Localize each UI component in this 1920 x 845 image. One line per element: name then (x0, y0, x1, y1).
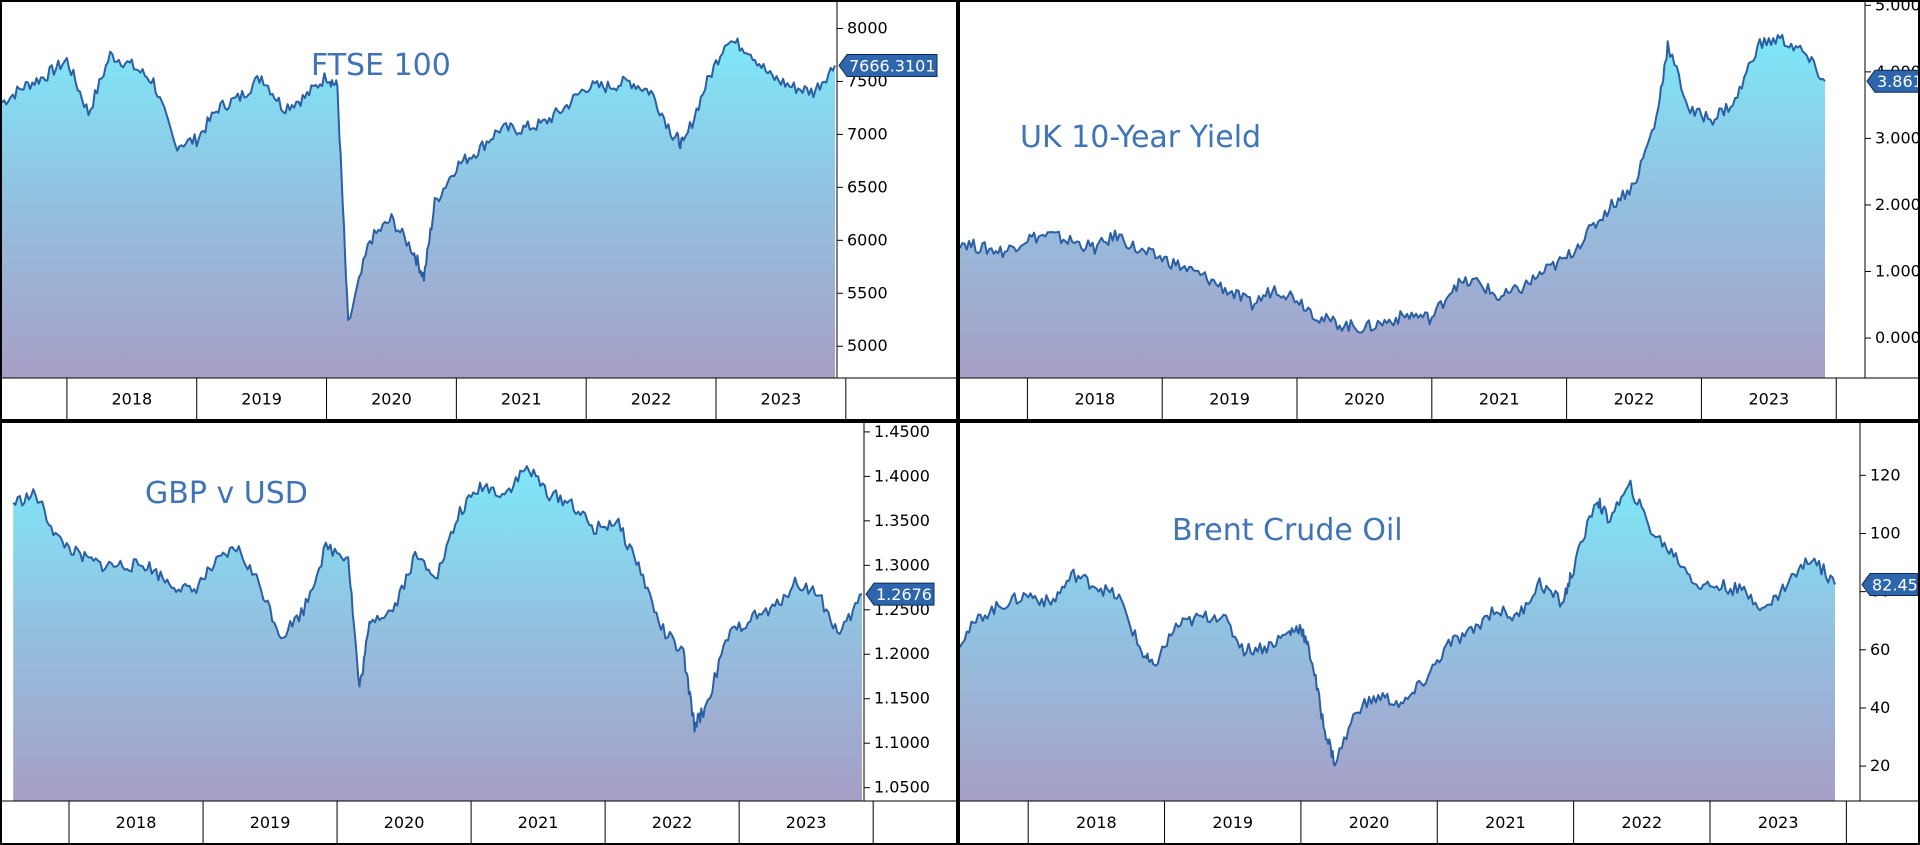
gbp-usd-chart-title: GBP v USD (145, 476, 308, 511)
brent-y-tick-label: 40 (1870, 698, 1890, 717)
uk-yield-x-tick-label: 2019 (1209, 390, 1250, 409)
uk-yield-y-tick-label: 1.000 (1875, 262, 1918, 281)
ftse-x-tick-label: 2022 (631, 390, 672, 409)
uk-yield-area-fill (960, 34, 1825, 379)
brent-y-tick-label: 120 (1870, 465, 1901, 484)
uk-yield-chart-title: UK 10-Year Yield (1020, 120, 1262, 155)
gbp-usd-series-line (12, 465, 863, 733)
brent-x-tick-label: 2019 (1212, 813, 1253, 832)
uk-yield-series-line (960, 33, 1826, 334)
ftse-x-tick-label: 2023 (761, 390, 802, 409)
gbp-usd-chart-panel: 1.0500 1.1000 1.1500 1.2000 1.2500 1.3000 1.35… (2, 423, 956, 843)
ftse-chart-panel: 5000 5500 6000 6500 7000 7500 8000 2018 2019 202… (2, 2, 956, 419)
gbp-usd-x-tick-label: 2018 (116, 813, 157, 832)
gbp-usd-x-tick-label: 2022 (652, 813, 693, 832)
gbp-usd-area-fill (13, 466, 862, 801)
gbp-usd-y-tick-label: 1.4000 (874, 466, 930, 485)
brent-x-tick-label: 2021 (1485, 813, 1526, 832)
gbp-usd-x-tick-label: 2023 (786, 813, 827, 832)
brent-x-tick-label: 2023 (1758, 813, 1799, 832)
uk-yield-y-tick-label: 5.000 (1875, 2, 1918, 14)
brent-chart-panel: 20406080100120 201820192020202120222023 … (960, 423, 1918, 843)
gbp-usd-x-tick-label: 2019 (250, 813, 291, 832)
gbp-usd-y-tick-label: 1.3500 (874, 511, 930, 530)
gbp-usd-x-tick-label: 2021 (518, 813, 559, 832)
brent-chart: 20406080100120 201820192020202120222023 … (960, 423, 1918, 843)
ftse-x-tick-label: 2020 (371, 390, 412, 409)
ftse-last-value-tag (838, 54, 938, 78)
uk-yield-x-tick-label: 2020 (1344, 390, 1385, 409)
ftse-y-tick-label: 8000 (847, 18, 888, 37)
gbp-usd-y-tick-label: 1.2000 (874, 644, 930, 663)
uk-yield-x-tick-label: 2022 (1614, 390, 1655, 409)
ftse-last-value-label: 7666.3101 (849, 57, 936, 76)
brent-last-value-label: 82.45 (1872, 576, 1918, 595)
gbp-usd-y-tick-label: 1.0500 (874, 778, 930, 797)
gbp-usd-last-value-tag (865, 582, 935, 606)
ftse-x-tick-label: 2018 (111, 390, 152, 409)
uk-yield-x-tick-label: 2023 (1748, 390, 1789, 409)
uk-yield-y-tick-label: 3.000 (1875, 128, 1918, 147)
brent-y-tick-label: 60 (1870, 640, 1890, 659)
brent-y-tick-label: 100 (1870, 523, 1901, 542)
ftse-y-tick-label: 7000 (847, 124, 888, 143)
uk-yield-last-value-tag (1866, 69, 1918, 93)
brent-y-tick-label: 20 (1870, 756, 1890, 775)
gbp-usd-y-tick-label: 1.1500 (874, 689, 930, 708)
brent-x-tick-label: 2018 (1076, 813, 1117, 832)
brent-x-tick-label: 2020 (1349, 813, 1390, 832)
uk-yield-x-tick-label: 2018 (1074, 390, 1115, 409)
ftse-y-tick-label: 5000 (847, 336, 888, 355)
ftse-chart-title: FTSE 100 (311, 48, 451, 83)
brent-x-tick-label: 2022 (1621, 813, 1662, 832)
gbp-usd-chart: 1.05001.10001.15001.20001.25001.30001.35… (2, 423, 956, 843)
brent-area-fill (960, 480, 1835, 801)
gbp-usd-last-value-label: 1.2676 (876, 585, 932, 604)
ftse-y-tick-label: 5500 (847, 283, 888, 302)
uk-yield-y-tick-label: 2.000 (1875, 195, 1918, 214)
gbp-usd-y-tick-label: 1.1000 (874, 733, 930, 752)
uk-yield-x-tick-label: 2021 (1479, 390, 1520, 409)
ftse-x-tick-label: 2021 (501, 390, 542, 409)
brent-chart-title: Brent Crude Oil (1172, 513, 1403, 548)
uk-yield-y-tick-label: 0.000 (1875, 328, 1918, 347)
gbp-usd-y-tick-label: 1.4500 (874, 423, 930, 441)
ftse-y-tick-label: 6000 (847, 230, 888, 249)
ftse-area-fill (2, 38, 835, 378)
ftse-series-line (2, 37, 836, 321)
brent-series-line (960, 479, 1836, 767)
gbp-usd-y-tick-label: 1.3000 (874, 555, 930, 574)
ftse-y-tick-label: 6500 (847, 177, 888, 196)
ftse-x-tick-label: 2019 (241, 390, 282, 409)
gbp-usd-x-tick-label: 2020 (384, 813, 425, 832)
uk-yield-last-value-label: 3.861 (1877, 72, 1918, 91)
brent-last-value-tag (1861, 573, 1918, 597)
